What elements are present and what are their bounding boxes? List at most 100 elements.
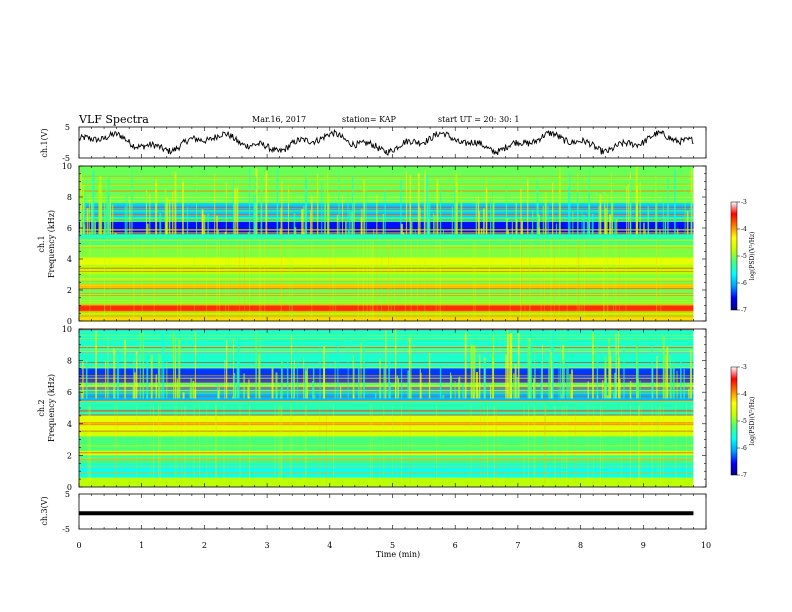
spectrogram-streak xyxy=(420,372,422,399)
spectrogram-streak xyxy=(288,240,290,318)
spectrogram-band xyxy=(79,166,694,204)
spectrogram-streak xyxy=(329,240,331,318)
spectrogram-streak xyxy=(86,343,88,399)
ch3-waveform-ticks xyxy=(78,494,707,529)
spectrogram-streak xyxy=(366,240,368,318)
colorbar-tick-label: -7 xyxy=(741,472,747,479)
spectrogram-streak xyxy=(94,220,97,235)
spectrogram-streak xyxy=(372,240,374,318)
spectrogram-streak xyxy=(388,358,390,399)
spectrogram-streak xyxy=(598,205,600,235)
spectrogram-streak xyxy=(311,240,313,318)
spectrogram-streak xyxy=(637,331,638,399)
spectrogram-streak xyxy=(544,404,546,484)
spectrogram-band xyxy=(79,430,694,437)
spectrogram-streak xyxy=(639,380,641,399)
spectrogram-streak xyxy=(165,197,168,235)
spectrogram-streak xyxy=(332,240,334,318)
spectrogram-streak xyxy=(610,171,612,235)
spectrogram-streak xyxy=(581,209,583,235)
spectrogram-streak xyxy=(629,178,632,235)
spectrogram-streak xyxy=(472,391,475,399)
spectrogram-streak xyxy=(561,404,563,484)
spectrogram-streak xyxy=(124,206,126,235)
spectrogram-stripe xyxy=(79,215,694,216)
spectrogram-band xyxy=(79,203,694,218)
spectrogram-streak xyxy=(116,404,118,484)
spectrogram-streak xyxy=(319,344,321,399)
spectrogram-streak xyxy=(568,188,570,235)
spectrogram-streak xyxy=(134,372,136,399)
spectrogram-streak xyxy=(104,208,107,235)
spectrogram-streak xyxy=(129,199,131,235)
spectrogram-streak xyxy=(176,379,179,399)
spectrogram-stripe xyxy=(79,267,694,269)
spectrogram-streak xyxy=(110,240,111,318)
spectrogram-streak xyxy=(91,197,93,235)
spectrogram-streak xyxy=(133,240,135,318)
spectrogram-stripe xyxy=(79,206,694,208)
spectrogram-streak xyxy=(247,232,250,235)
spectrogram-stripe xyxy=(79,430,694,432)
spectrogram-streak xyxy=(558,362,560,399)
spectrogram-streak xyxy=(305,404,307,484)
spectrogram-streak xyxy=(523,404,525,484)
spectrogram-streak xyxy=(392,404,393,484)
ch1-spectrogram-ticks xyxy=(78,165,707,322)
spectrogram-streak xyxy=(424,240,426,318)
spectrogram-streak xyxy=(592,229,594,235)
spectrogram-stripe xyxy=(79,240,694,241)
spectrogram-streak xyxy=(428,202,431,235)
spectrogram-streak xyxy=(553,240,555,318)
spectrogram-streak xyxy=(608,338,610,399)
y-tick-label: 6 xyxy=(67,388,72,397)
x-tick-label: 6 xyxy=(453,541,458,550)
spectrogram-streak xyxy=(181,404,182,484)
spectrogram-streak xyxy=(644,229,646,235)
spectrogram-streak xyxy=(602,380,604,399)
spectrogram-streak xyxy=(538,214,540,235)
spectrogram-band xyxy=(79,283,694,289)
spectrogram-streak xyxy=(480,404,482,484)
spectrogram-streak xyxy=(462,383,464,399)
spectrogram-streak xyxy=(651,404,653,484)
spectrogram-streak xyxy=(371,404,373,484)
spectrogram-streak xyxy=(545,404,547,484)
spectrogram-streak xyxy=(388,240,389,318)
y-tick-label: 4 xyxy=(67,420,72,429)
spectrogram-streak xyxy=(493,404,495,484)
spectrogram-streak xyxy=(571,369,573,399)
spectrogram-streak xyxy=(325,404,327,484)
spectrogram-streak xyxy=(173,332,175,399)
spectrogram-streak xyxy=(655,199,658,235)
spectrogram-streak xyxy=(662,336,665,399)
ch1-waveform-ylabel: ch.1(V) xyxy=(40,128,49,157)
spectrogram-streak xyxy=(182,392,185,399)
spectrogram-streak xyxy=(450,375,452,399)
spectrogram-stripe xyxy=(79,414,694,416)
spectrogram-streak xyxy=(561,360,564,399)
spectrogram-streak xyxy=(629,404,631,484)
spectrogram-stripe xyxy=(79,472,694,474)
spectrogram-streak xyxy=(333,404,334,484)
spectrogram-streak xyxy=(511,221,513,235)
colorbar-tick-label: -6 xyxy=(741,280,747,287)
spectrogram-streak xyxy=(249,404,251,484)
spectrogram-streak xyxy=(207,213,209,235)
spectrogram-streak xyxy=(360,216,363,235)
spectrogram-streak xyxy=(360,342,362,399)
spectrogram-streak xyxy=(239,404,241,484)
x-tick-label: 5 xyxy=(390,541,395,550)
spectrogram-streak xyxy=(606,240,608,318)
spectrogram-band xyxy=(79,477,694,487)
spectrogram-stripe xyxy=(79,190,694,192)
spectrogram-streak xyxy=(105,170,107,235)
spectrogram-streak xyxy=(166,362,168,399)
spectrogram-streak xyxy=(609,214,612,235)
spectrogram-streak xyxy=(564,329,565,399)
spectrogram-streak xyxy=(655,404,657,484)
spectrogram-streak xyxy=(506,217,508,235)
spectrogram-streak xyxy=(521,220,523,235)
spectrogram-streak xyxy=(347,229,350,235)
spectrogram-streak xyxy=(550,233,553,235)
